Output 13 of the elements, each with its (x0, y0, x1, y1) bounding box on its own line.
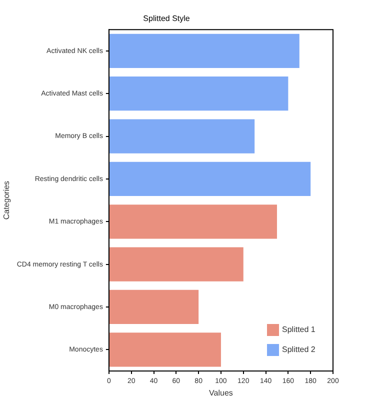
chart-title: Splitted Style (143, 14, 190, 24)
bar (109, 204, 277, 239)
x-axis-title: Values (209, 388, 233, 398)
legend-label: Splitted 1 (282, 325, 316, 334)
bar (109, 119, 255, 154)
bar (109, 76, 288, 111)
y-axis-title: Categories (2, 180, 12, 220)
bar (109, 290, 199, 324)
bar (109, 162, 311, 196)
bar (109, 34, 300, 68)
legend-label: Splitted 2 (282, 345, 316, 354)
bar (109, 332, 221, 367)
bar (109, 247, 244, 282)
